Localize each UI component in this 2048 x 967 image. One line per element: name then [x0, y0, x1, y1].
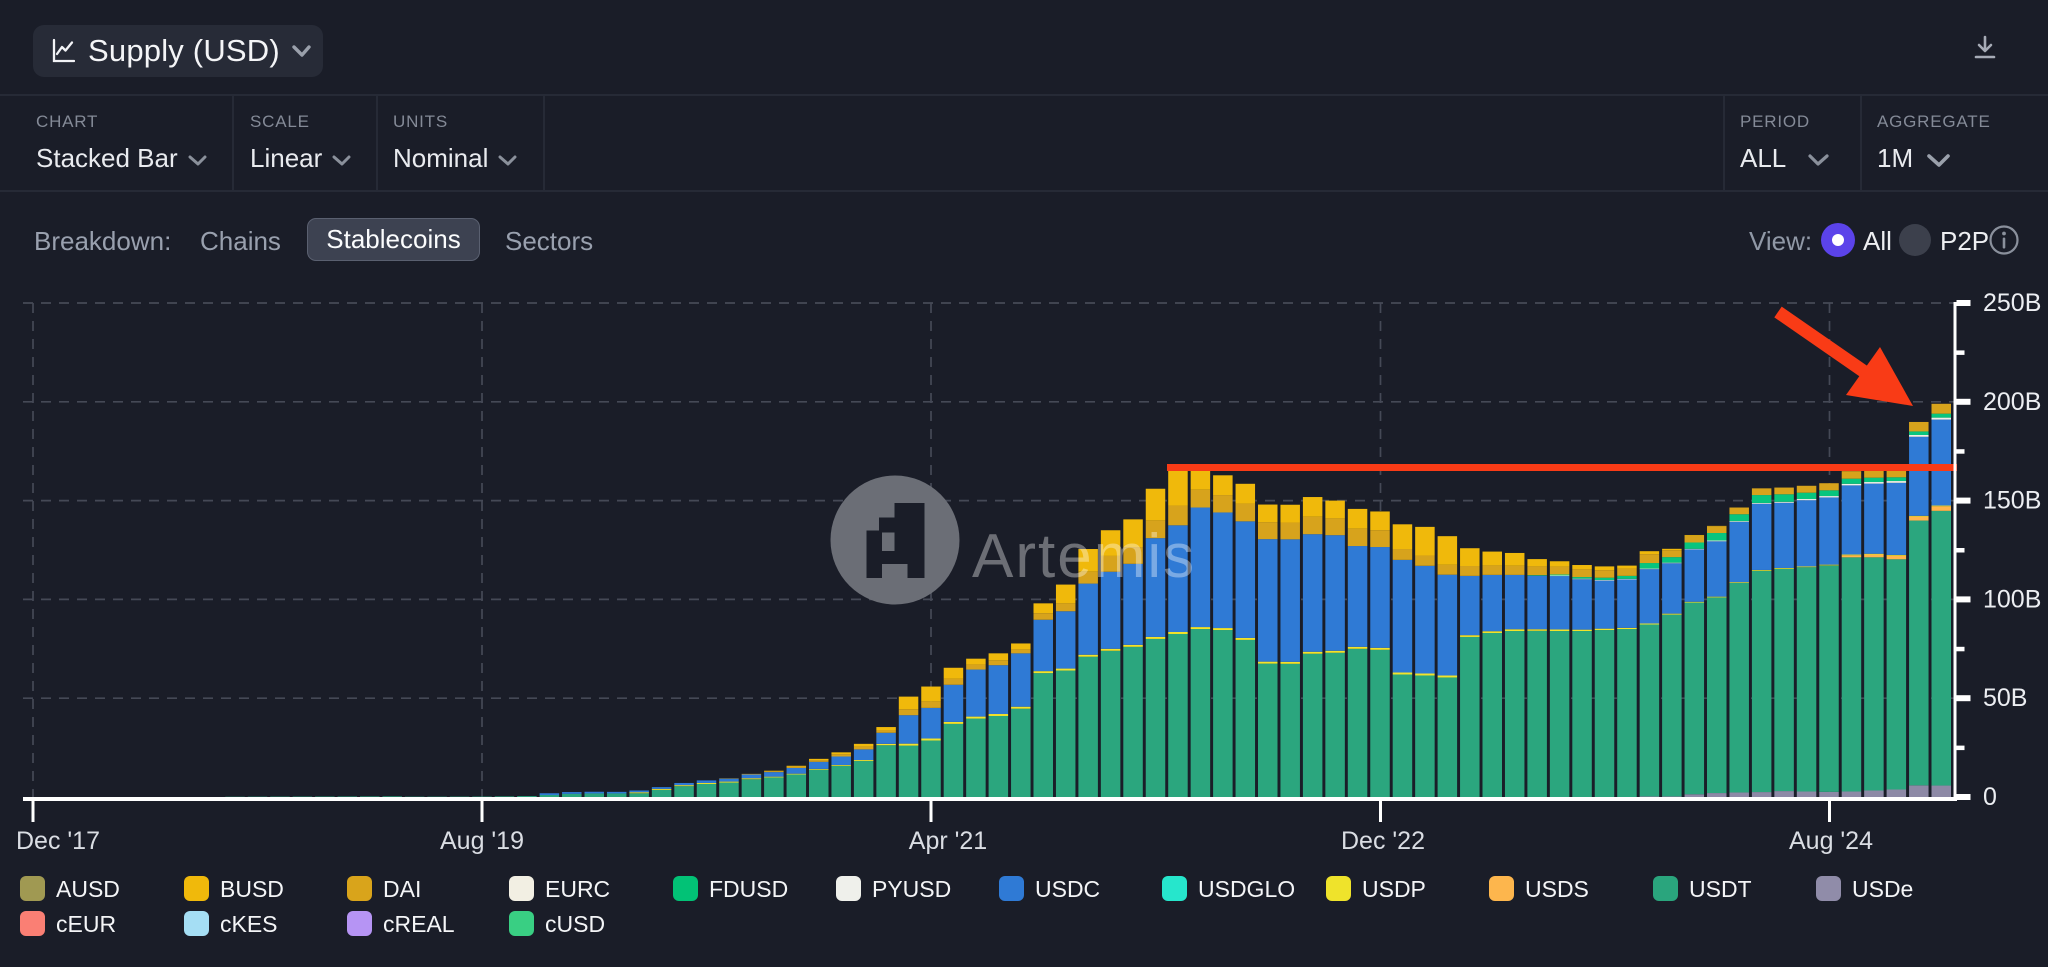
svg-text:Aug '19: Aug '19: [440, 827, 524, 855]
svg-text:200B: 200B: [1983, 388, 2041, 416]
svg-text:Dec '22: Dec '22: [1341, 827, 1425, 855]
svg-text:100B: 100B: [1983, 585, 2041, 613]
svg-text:Dec '17: Dec '17: [16, 827, 100, 855]
svg-text:Aug '24: Aug '24: [1789, 827, 1873, 855]
svg-text:0: 0: [1983, 783, 1997, 811]
svg-text:150B: 150B: [1983, 487, 2041, 515]
svg-text:Artemis: Artemis: [972, 522, 1196, 591]
svg-text:50B: 50B: [1983, 684, 2027, 712]
svg-text:250B: 250B: [1983, 289, 2041, 317]
svg-text:Apr '21: Apr '21: [909, 827, 987, 855]
